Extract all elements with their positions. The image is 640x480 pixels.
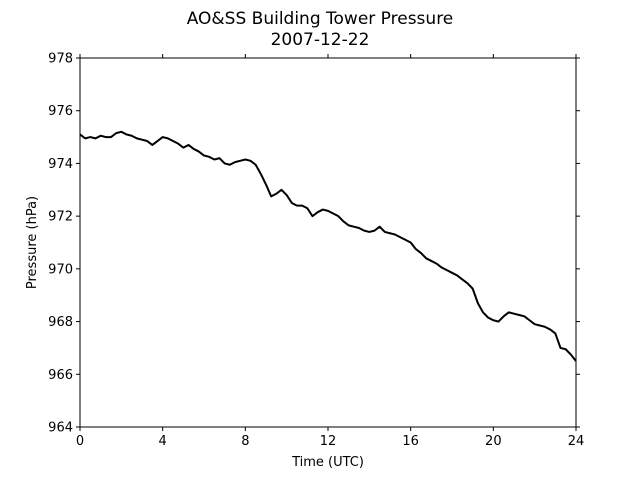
x-tick-label: 4 <box>159 434 167 449</box>
y-tick-label: 970 <box>48 262 73 277</box>
x-axis-label: Time (UTC) <box>291 455 364 470</box>
y-tick-label: 968 <box>48 315 73 330</box>
x-tick-label: 24 <box>568 434 585 449</box>
x-tick-label: 12 <box>320 434 337 449</box>
plot-frame <box>79 57 577 428</box>
x-tick-label: 8 <box>241 434 249 449</box>
pressure-series-line <box>79 130 577 362</box>
x-tick-label: 20 <box>485 434 502 449</box>
y-tick-label: 966 <box>48 368 73 383</box>
tick-labels: 0 4 8 12 16 20 24 964 966 968 970 972 974 976 978 <box>48 52 584 450</box>
y-tick-label: 974 <box>48 157 73 172</box>
y-tick-label: 964 <box>48 421 73 436</box>
axis-ticks <box>76 54 580 431</box>
y-tick-label: 972 <box>48 210 73 225</box>
chart-title: AO&SS Building Tower Pressure <box>187 9 454 29</box>
y-tick-label: 976 <box>48 104 73 119</box>
y-tick-label: 978 <box>48 52 73 67</box>
y-axis-label: Pressure (hPa) <box>25 196 40 289</box>
x-tick-label: 16 <box>402 434 419 449</box>
chart-subtitle: 2007-12-22 <box>271 30 370 50</box>
x-tick-label: 0 <box>76 434 84 449</box>
